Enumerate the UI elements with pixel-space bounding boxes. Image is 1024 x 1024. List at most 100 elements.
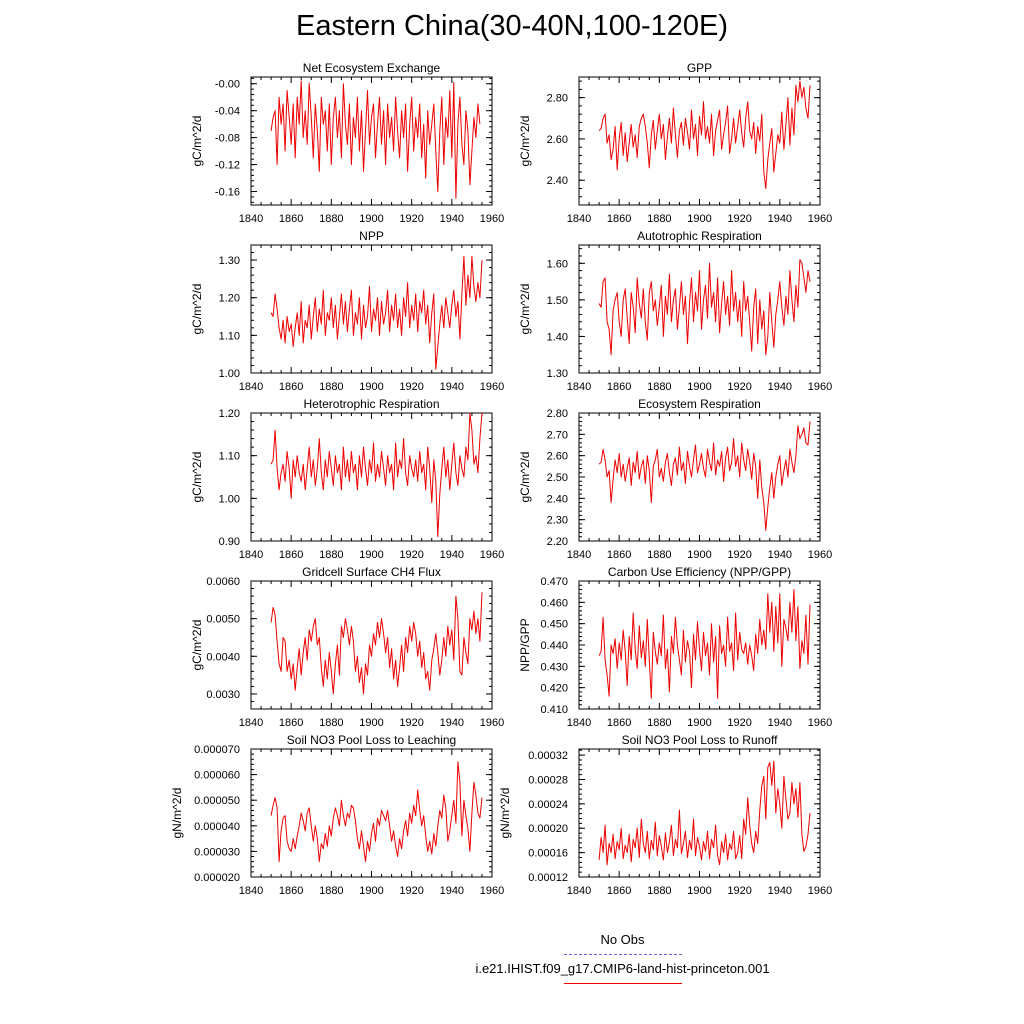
x-tick-label: 1880 [647,381,671,393]
x-tick-label: 1880 [319,717,343,729]
y-tick-label: 0.000020 [194,872,240,884]
panel-9: Soil NO3 Pool Loss to Leaching 1840 1860 18… [170,733,504,897]
y-tick-label: 1.30 [547,368,568,380]
panel-5: Heterotrophic Respiration 1840 1860 1880 190… [190,397,504,561]
panel-title: Net Ecosystem Exchange [303,61,441,75]
y-tick-label: 0.450 [540,619,568,631]
x-tick-label: 1960 [480,549,504,561]
x-tick-label: 1900 [359,549,383,561]
panel-8: Carbon Use Efficiency (NPP/GPP) 1840 1860 1… [518,565,832,729]
y-tick-label: 2.60 [547,451,568,463]
figure-title: Eastern China(30-40N,100-120E) [295,10,729,42]
y-tick-label: 0.460 [540,597,568,609]
x-tick-label: 1860 [607,717,631,729]
x-tick-label: 1940 [768,885,792,897]
y-tick-label: 2.40 [547,175,568,187]
y-tick-label: 0.00020 [528,823,568,835]
y-tick-label: -0.16 [215,187,240,199]
x-tick-label: 1920 [727,717,751,729]
series-line [270,592,483,695]
y-axis-label: gC/m^2/d [190,284,204,335]
y-tick-label: 1.20 [219,293,240,305]
x-tick-label: 1840 [239,717,263,729]
x-tick-label: 1940 [768,381,792,393]
x-tick-label: 1860 [607,885,631,897]
x-tick-label: 1920 [399,381,423,393]
y-tick-label: 0.000040 [194,821,240,833]
y-tick-label: 0.000060 [194,770,240,782]
x-tick-label: 1860 [607,213,631,225]
x-tick-label: 1860 [279,885,303,897]
y-tick-label: 0.0050 [206,614,240,626]
x-tick-label: 1860 [279,549,303,561]
y-axis-label: gC/m^2/d [518,452,532,503]
panel-title: NPP [359,229,384,243]
y-tick-label: 0.00032 [528,750,568,762]
x-tick-label: 1840 [239,549,263,561]
x-tick-label: 1900 [359,213,383,225]
x-tick-label: 1940 [440,717,464,729]
y-tick-label: 0.420 [540,683,568,695]
x-tick-label: 1880 [319,885,343,897]
y-tick-label: 1.10 [219,451,240,463]
x-tick-label: 1900 [687,381,711,393]
y-tick-label: 0.000070 [194,744,240,756]
y-tick-label: 2.70 [547,429,568,441]
series-line [598,760,811,866]
x-tick-label: 1840 [567,549,591,561]
panel-title: Soil NO3 Pool Loss to Leaching [287,733,456,747]
x-tick-label: 1960 [808,381,832,393]
x-tick-label: 1960 [480,885,504,897]
y-tick-label: 2.80 [547,408,568,420]
series-line [270,761,483,863]
x-tick-label: 1880 [647,549,671,561]
x-tick-label: 1880 [319,381,343,393]
panel-title: Gridcell Surface CH4 Flux [302,565,441,579]
x-tick-label: 1840 [567,885,591,897]
x-tick-label: 1840 [567,381,591,393]
y-axis-label: gC/m^2/d [190,620,204,671]
y-tick-label: 0.00016 [528,848,568,860]
x-tick-label: 1860 [279,213,303,225]
x-tick-label: 1900 [687,885,711,897]
panel-title: Ecosystem Respiration [638,397,761,411]
series-line [598,80,811,189]
y-tick-label: 1.00 [219,493,240,505]
x-tick-label: 1940 [440,213,464,225]
x-tick-label: 1940 [440,885,464,897]
panel-title: GPP [687,61,712,75]
y-tick-label: 0.410 [540,704,568,716]
y-tick-label: 1.30 [219,255,240,267]
y-tick-label: -0.12 [215,160,240,172]
series-line [270,412,483,538]
x-tick-label: 1960 [808,549,832,561]
panel-3: NPP 1840 1860 1880 1900 1920 1940 1960 1.00 1.10 1… [190,229,504,393]
x-tick-label: 1860 [279,717,303,729]
plot-frame [250,244,493,374]
x-tick-label: 1900 [687,717,711,729]
x-tick-label: 1900 [687,549,711,561]
panel-title: Heterotrophic Respiration [303,397,439,411]
x-tick-label: 1960 [808,213,832,225]
y-tick-label: 2.50 [547,472,568,484]
panel-4: Autotrophic Respiration 1840 1860 1880 1900 1… [518,229,832,393]
x-tick-label: 1960 [480,381,504,393]
y-tick-label: 0.0060 [206,576,240,588]
x-tick-label: 1920 [727,381,751,393]
legend-model-line [564,983,682,984]
x-tick-label: 1840 [567,213,591,225]
panel-6: Ecosystem Respiration 1840 1860 1880 1900 192… [518,397,832,561]
x-tick-label: 1900 [359,885,383,897]
x-tick-label: 1940 [440,549,464,561]
y-axis-label: gC/m^2/d [190,116,204,167]
plot-frame [578,412,821,542]
y-tick-label: 2.80 [547,93,568,105]
y-tick-label: 0.00028 [528,774,568,786]
panel-10: Soil NO3 Pool Loss to Runoff 1840 1860 1880… [498,733,832,897]
y-tick-label: 2.20 [547,536,568,548]
y-tick-label: 0.00024 [528,799,568,811]
x-tick-label: 1840 [239,885,263,897]
y-tick-label: 0.440 [540,640,568,652]
panel-title: Soil NO3 Pool Loss to Runoff [622,733,779,747]
